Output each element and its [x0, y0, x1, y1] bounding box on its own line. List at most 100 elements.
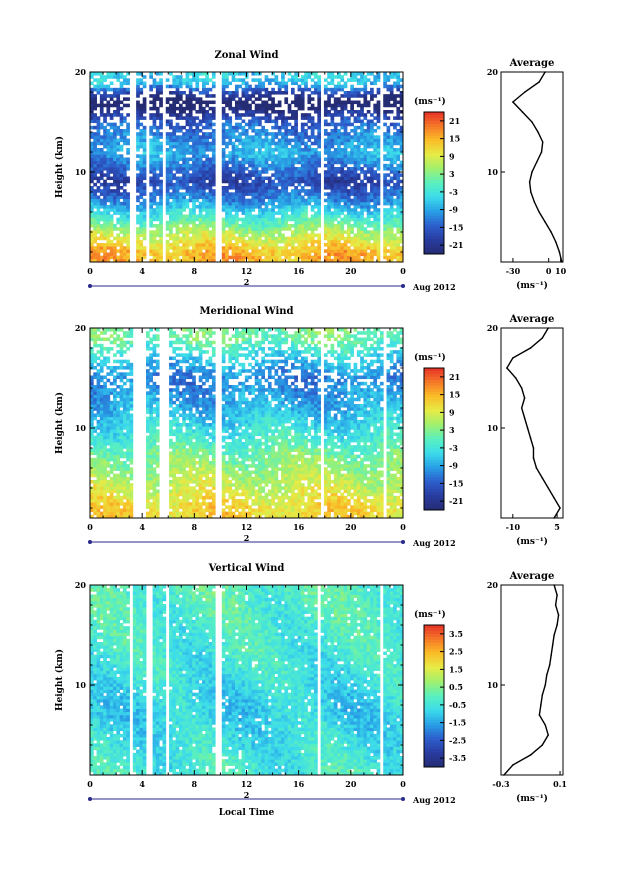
heatmap-cell: [182, 224, 186, 228]
heatmap-cell: [116, 372, 121, 376]
heatmap-cell: [142, 217, 147, 222]
heatmap-cell: [366, 214, 371, 219]
heatmap-cell: [363, 87, 368, 92]
heatmap-cell: [205, 122, 210, 127]
heatmap-cell: [116, 182, 121, 187]
heatmap-cell: [356, 151, 361, 155]
heatmap-cell: [211, 163, 216, 168]
heatmap-cell: [188, 186, 193, 190]
heatmap-cell: [393, 173, 397, 177]
heatmap-cell: [350, 189, 354, 193]
heatmap-cell: [350, 129, 354, 133]
heatmap-cell: [116, 410, 121, 414]
heatmap-cell: [251, 151, 256, 155]
heatmap-cell: [307, 252, 312, 257]
heatmap-cell: [350, 227, 354, 231]
heatmap-cell: [254, 135, 259, 139]
heatmap-cell: [297, 205, 302, 209]
heatmap-cell: [254, 258, 259, 263]
heatmap-cell: [389, 84, 394, 89]
heatmap-cell: [314, 227, 318, 231]
heatmap-cell: [274, 75, 279, 79]
heatmap-cell: [281, 205, 285, 209]
heatmap-cell: [383, 122, 387, 127]
heatmap-cell: [195, 163, 200, 168]
heatmap-cell: [399, 195, 404, 200]
heatmap-cell: [119, 413, 124, 418]
heatmap-cell: [297, 227, 302, 231]
heatmap-cell: [208, 246, 213, 250]
heatmap-field: [90, 72, 404, 263]
heatmap-cell: [90, 423, 94, 427]
heatmap-cell: [93, 100, 97, 105]
heatmap-cell: [188, 87, 193, 92]
heatmap-cell: [169, 258, 173, 263]
heatmap-cell: [136, 138, 140, 143]
heatmap-cell: [90, 113, 94, 117]
heatmap-cell: [119, 423, 124, 427]
heatmap-cell: [172, 91, 177, 95]
heatmap-cell: [116, 201, 121, 206]
heatmap-cell: [393, 189, 397, 193]
heatmap-cell: [126, 442, 130, 446]
heatmap-cell: [139, 141, 144, 146]
heatmap-cell: [353, 87, 358, 92]
heatmap-cell: [327, 135, 331, 139]
heatmap-cell: [261, 81, 266, 86]
heatmap-cell: [225, 163, 229, 168]
heatmap-cell: [119, 75, 124, 79]
heatmap-cell: [323, 258, 328, 263]
heatmap-cell: [277, 160, 282, 165]
heatmap-cell: [99, 404, 104, 408]
heatmap-cell: [165, 195, 170, 200]
heatmap-cell: [383, 72, 387, 76]
heatmap-cell: [139, 122, 144, 127]
heatmap-cell: [228, 195, 233, 200]
heatmap-cell: [211, 246, 216, 250]
heatmap-cell: [96, 457, 101, 462]
heatmap-cell: [119, 483, 124, 487]
heatmap-cell: [241, 186, 246, 190]
heatmap-cell: [386, 148, 391, 152]
heatmap-cell: [317, 195, 322, 200]
heatmap-cell: [178, 116, 183, 120]
heatmap-cell: [228, 236, 233, 241]
heatmap-cell: [93, 372, 97, 376]
heatmap-cell: [346, 91, 351, 95]
heatmap-cell: [208, 186, 213, 190]
heatmap-cell: [258, 170, 262, 174]
heatmap-cell: [287, 151, 292, 155]
heatmap-cell: [330, 87, 335, 92]
heatmap-cell: [126, 505, 130, 509]
heatmap-cell: [337, 151, 341, 155]
heatmap-cell: [159, 167, 163, 171]
heatmap-cell: [116, 451, 121, 456]
heatmap-cell: [370, 182, 374, 187]
heatmap-cell: [119, 220, 124, 225]
heatmap-cell: [198, 160, 203, 165]
heatmap-cell: [396, 100, 401, 105]
heatmap-cell: [93, 182, 97, 187]
heatmap-cell: [399, 186, 404, 190]
heatmap-cell: [96, 442, 101, 446]
heatmap-cell: [327, 198, 331, 203]
heatmap-cell: [119, 467, 124, 471]
heatmap-cell: [225, 214, 229, 219]
heatmap-cell: [231, 144, 236, 149]
heatmap-cell: [323, 224, 328, 228]
heatmap-cell: [126, 400, 130, 405]
heatmap-cell: [290, 113, 295, 117]
heatmap-cell: [238, 246, 242, 250]
heatmap-cell: [103, 454, 107, 459]
heatmap-cell: [287, 170, 292, 174]
heatmap-cell: [258, 97, 262, 101]
heatmap-cell: [106, 448, 111, 452]
heatmap-cell: [231, 91, 236, 95]
heatmap-cell: [327, 211, 331, 215]
heatmap-cell: [389, 103, 394, 108]
average-y-tick-label: 10: [487, 167, 499, 177]
heatmap-cell: [343, 100, 348, 105]
heatmap-cell: [122, 75, 127, 79]
heatmap-cell: [172, 249, 177, 253]
heatmap-cell: [149, 192, 153, 196]
